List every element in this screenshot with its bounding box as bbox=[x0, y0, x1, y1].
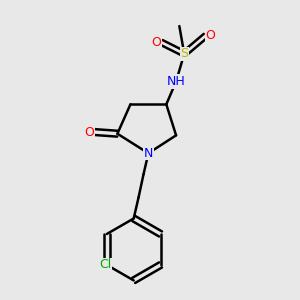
Text: Cl: Cl bbox=[99, 258, 111, 272]
Text: S: S bbox=[180, 47, 188, 60]
Text: O: O bbox=[152, 36, 161, 49]
Text: NH: NH bbox=[167, 75, 185, 88]
Text: O: O bbox=[85, 126, 94, 139]
Text: N: N bbox=[144, 147, 153, 160]
Text: O: O bbox=[206, 29, 215, 42]
